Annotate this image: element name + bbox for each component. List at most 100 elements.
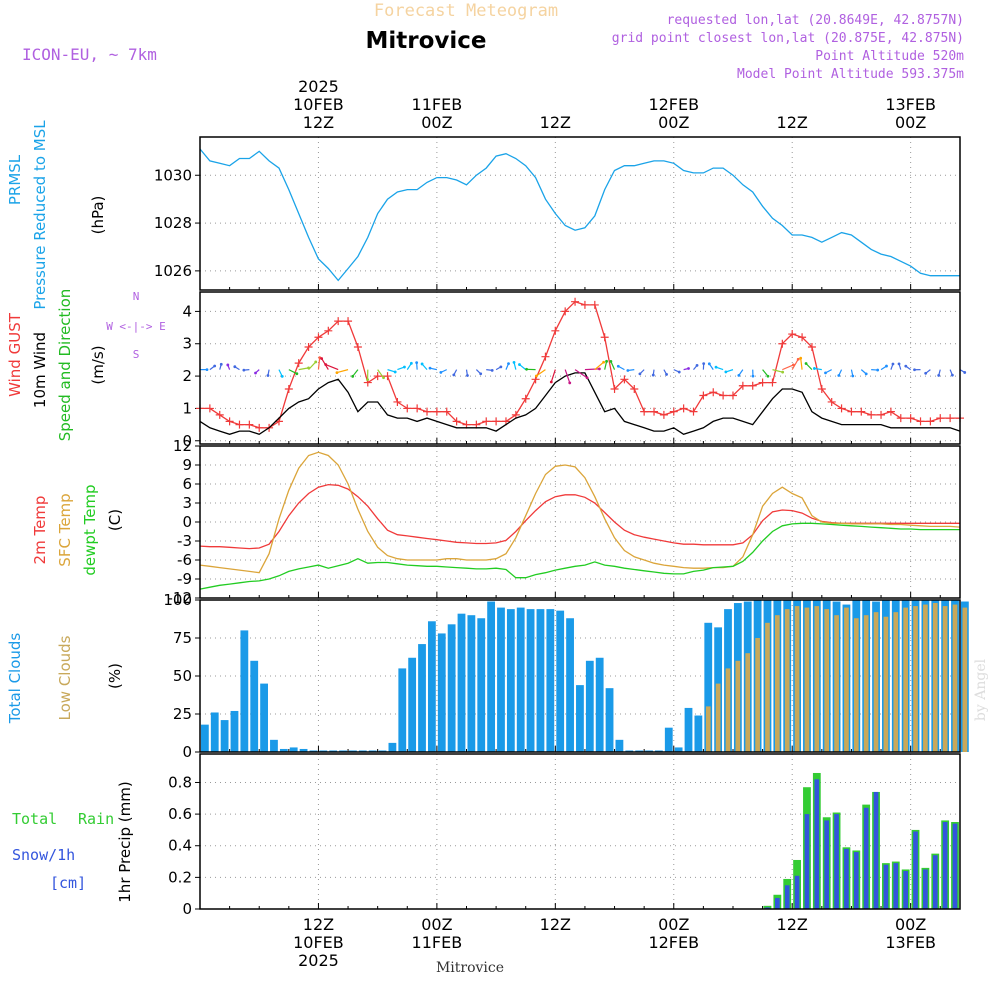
credit-watermark: by Angel <box>973 658 989 721</box>
wind-direction-arrow <box>791 358 799 370</box>
wind-direction-arrowhead <box>499 365 503 369</box>
snow-bar <box>942 822 948 909</box>
low-cloud-bar <box>863 615 869 752</box>
wind-direction-arrowhead <box>366 378 370 382</box>
gust-marker <box>590 300 599 309</box>
wind-direction-arrowhead <box>813 367 816 370</box>
label-ms: (m/s) <box>89 345 107 384</box>
wind-direction-arrow <box>308 361 317 371</box>
total-cloud-bar <box>664 727 673 752</box>
gust-marker <box>205 404 214 413</box>
gust-marker <box>699 391 708 400</box>
time-label-bottom: 10FEB <box>293 933 344 952</box>
wind-direction-arrowhead <box>568 381 572 385</box>
gust-marker <box>877 410 886 419</box>
low-cloud-bar <box>814 606 820 752</box>
y-tick-label: 0 <box>182 432 192 450</box>
gust-marker <box>492 417 501 426</box>
wind-direction-arrowhead <box>512 360 516 364</box>
total-cloud-bar <box>635 750 644 752</box>
label-rain: Rain <box>78 810 114 828</box>
total-cloud-bar <box>457 613 466 752</box>
gust-marker <box>403 404 412 413</box>
y-tick-label: -6 <box>177 551 192 569</box>
model-label: ICON-EU, ~ 7km <box>22 45 157 64</box>
wind-direction-arrowhead <box>651 373 655 377</box>
low-cloud-bar <box>804 607 810 752</box>
time-label-top: 00Z <box>895 113 926 132</box>
snow-bar <box>923 869 928 909</box>
gust-marker <box>235 420 244 429</box>
wind-direction-arrowhead <box>479 372 483 376</box>
snow-bar <box>844 848 849 909</box>
total-cloud-bar <box>299 748 308 752</box>
wind-direction-arrowhead <box>490 368 494 372</box>
y-tick-label: 100 <box>163 591 192 609</box>
total-cloud-bar <box>349 750 357 752</box>
wind-direction-arrowhead <box>609 359 613 363</box>
y-tick-label: 3 <box>182 335 192 353</box>
y-tick-label: -9 <box>177 570 192 588</box>
snow-bar <box>794 875 800 909</box>
panel-background <box>200 292 960 444</box>
gust-marker <box>600 333 609 342</box>
wind-direction-arrowhead <box>602 360 606 364</box>
y-tick-label: 50 <box>173 667 192 685</box>
panel-clouds: 0 25 50 75 100 <box>163 591 969 761</box>
low-cloud-bar <box>755 638 760 752</box>
wind-direction-arrowhead <box>702 362 706 366</box>
wind-direction-arrow <box>610 361 616 370</box>
label-pressure-msl: Pressure Reduced to MSL <box>31 120 49 310</box>
wind-direction-arrowhead <box>695 364 699 367</box>
wind-direction-arrow <box>377 369 385 379</box>
label-speed-direction: Speed and Direction <box>56 289 74 442</box>
series-line-prmsl <box>199 148 960 282</box>
time-label-top: 12Z <box>777 113 808 132</box>
gust-marker <box>847 407 856 416</box>
y-tick-label: 75 <box>173 629 192 647</box>
wind-direction-arrowhead <box>226 363 230 367</box>
time-label-top: 12FEB <box>648 95 699 114</box>
total-cloud-bar <box>279 748 288 752</box>
gust-marker <box>541 352 550 361</box>
wind-direction-arrowhead <box>205 368 209 372</box>
low-cloud-bar <box>844 607 849 752</box>
compass-n: N <box>133 290 140 303</box>
snow-bar <box>775 897 780 909</box>
wind-direction-arrowhead <box>280 374 284 378</box>
wind-direction-arrowhead <box>804 362 808 365</box>
label-low-clouds: Low Clouds <box>56 635 74 720</box>
wind-direction-arrowhead <box>233 365 237 369</box>
wind-direction-arrowhead <box>415 361 419 365</box>
series-line-dewpt-temp <box>199 522 960 590</box>
low-cloud-bar <box>913 606 918 752</box>
low-cloud-bar <box>962 607 968 752</box>
wind-direction-arrowhead <box>266 374 270 377</box>
gust-marker <box>758 378 767 387</box>
gust-marker <box>867 410 876 419</box>
wind-direction-arrowhead <box>535 374 538 378</box>
label-10m-wind: 10m Wind <box>31 332 49 408</box>
wind-direction-arrowhead <box>714 365 718 369</box>
point-altitude: Point Altitude 520m <box>815 49 964 64</box>
wind-direction-arrowhead <box>638 372 642 376</box>
y-tick-label: 2 <box>182 367 192 385</box>
total-cloud-bar <box>467 615 476 752</box>
wind-direction-arrowhead <box>885 364 888 368</box>
total-cloud-bar <box>319 750 328 752</box>
total-cloud-bar <box>497 607 505 752</box>
time-label-top: 2025 <box>298 77 339 96</box>
panel-frame <box>199 599 961 753</box>
wind-direction-arrowhead <box>525 367 528 371</box>
gust-marker <box>551 326 560 335</box>
total-cloud-bar <box>684 707 693 752</box>
label-snow: Snow/1h <box>12 846 75 864</box>
gust-marker <box>571 297 580 306</box>
wind-direction-arrowhead <box>824 371 827 375</box>
wind-direction-arrowhead <box>781 370 785 374</box>
gust-marker <box>748 381 757 390</box>
low-cloud-bar <box>794 606 800 752</box>
total-cloud-bar <box>368 750 377 752</box>
wind-direction-arrowhead <box>466 374 469 377</box>
